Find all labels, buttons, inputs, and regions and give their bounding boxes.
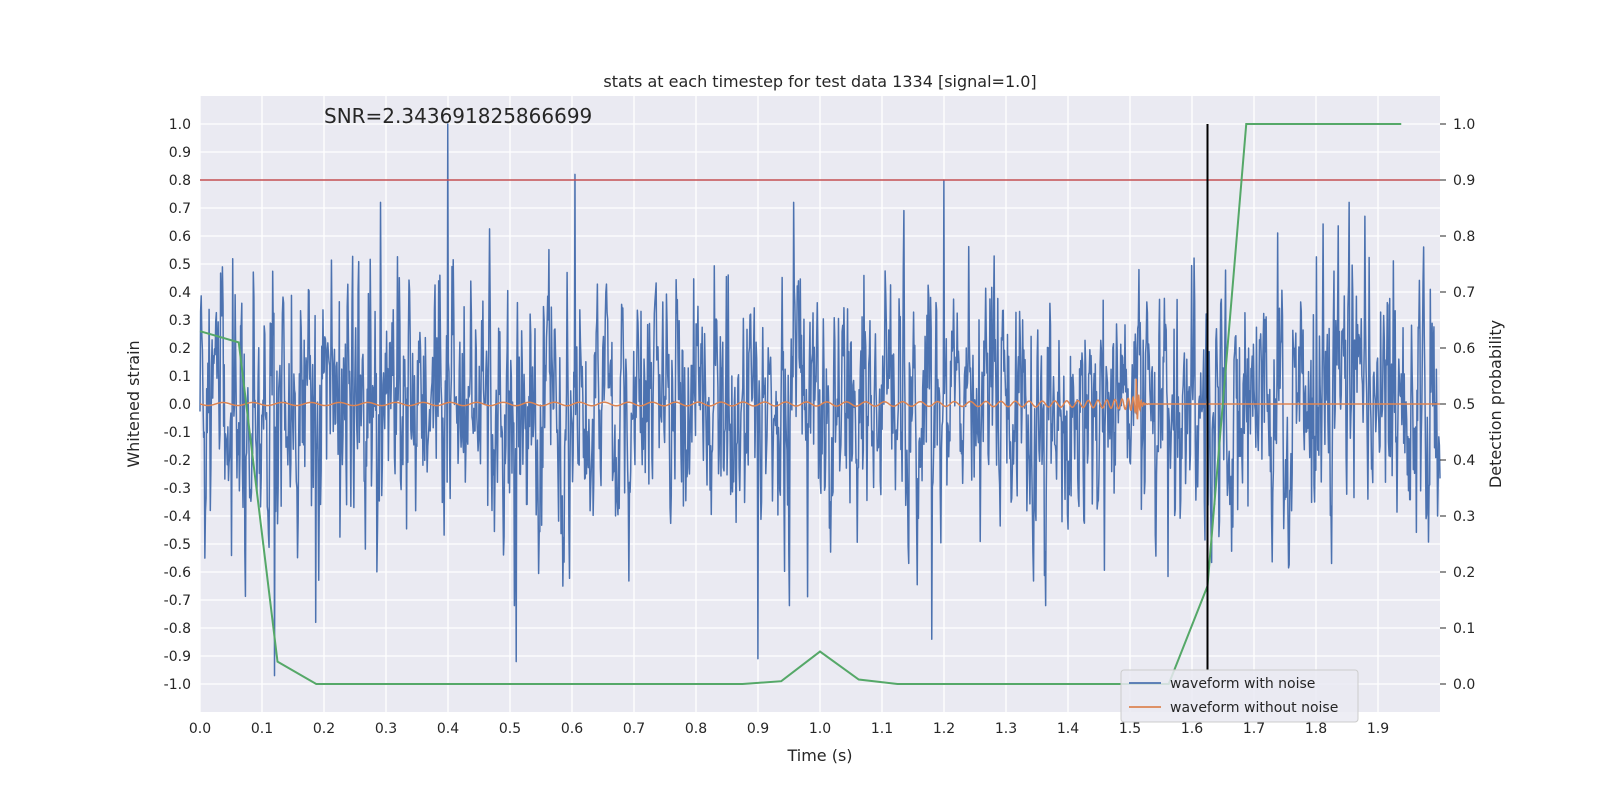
y-axis-label: Whitened strain: [124, 340, 143, 467]
y-tick-label: 0.1: [169, 369, 191, 385]
y-tick-label: -0.6: [164, 565, 191, 581]
y2-tick-label: 0.8: [1453, 229, 1475, 245]
x-tick-label: 1.3: [995, 721, 1017, 737]
y2-tick-label: 0.9: [1453, 173, 1475, 189]
legend: waveform with noise waveform without noi…: [1120, 669, 1359, 723]
y-tick-label: -0.4: [164, 509, 191, 525]
legend-label-clean: waveform without noise: [1170, 700, 1338, 716]
legend-label-noisy: waveform with noise: [1170, 676, 1315, 692]
x-axis-label: Time (s): [786, 746, 852, 765]
y2-tick-label: 0.2: [1453, 565, 1475, 581]
x-tick-label: 1.9: [1367, 721, 1389, 737]
y-tick-label: 0.2: [169, 341, 191, 357]
legend-box: [1120, 669, 1359, 723]
y2-tick-label: 0.0: [1453, 677, 1475, 693]
x-tick-label: 0.2: [313, 721, 335, 737]
x-tick-label: 0.3: [375, 721, 397, 737]
ticks: 0.0 0.1 0.2 0.3 0.4 0.5 0.6 0.7 0.8 0.9 1.0 1.1 1.2 1…: [164, 117, 1476, 737]
y-tick-label: -1.0: [164, 677, 191, 693]
x-tick-label: 0.5: [499, 721, 521, 737]
y-tick-label: -0.8: [164, 621, 191, 637]
y2-tick-label: 0.3: [1453, 509, 1475, 525]
series-waveform-without-noise: [199, 378, 1440, 420]
x-tick-label: 1.7: [1243, 721, 1265, 737]
x-tick-label: 0.8: [685, 721, 707, 737]
y-tick-label: -0.3: [164, 481, 191, 497]
series-waveform-with-noise: [199, 123, 1441, 677]
series-layer: [199, 123, 1441, 685]
x-tick-label: 1.0: [809, 721, 831, 737]
x-tick-label: 0.7: [623, 721, 645, 737]
x-tick-label: 0.6: [561, 721, 583, 737]
x-tick-label: 1.2: [933, 721, 955, 737]
y-tick-label: -0.9: [164, 649, 191, 665]
y-tick-label: 0.0: [169, 397, 191, 413]
y-tick-label: 0.7: [169, 201, 191, 217]
y2-tick-label: 0.5: [1453, 397, 1475, 413]
x-tick-label: 0.9: [747, 721, 769, 737]
y2-tick-label: 0.1: [1453, 621, 1475, 637]
y-tick-label: -0.1: [164, 425, 191, 441]
y-tick-label: 0.5: [169, 257, 191, 273]
chart-title: stats at each timestep for test data 133…: [603, 72, 1036, 91]
y-tick-label: 0.9: [169, 145, 191, 161]
x-tick-label: 0.1: [251, 721, 273, 737]
x-tick-label: 0.4: [437, 721, 459, 737]
y2-tick-label: 1.0: [1453, 117, 1475, 133]
x-tick-label: 1.8: [1305, 721, 1327, 737]
x-tick-label: 1.5: [1119, 721, 1141, 737]
y2-tick-label: 0.6: [1453, 341, 1475, 357]
y2-tick-label: 0.4: [1453, 453, 1475, 469]
x-tick-label: 1.6: [1181, 721, 1203, 737]
y-tick-label: 0.8: [169, 173, 191, 189]
y-tick-label: -0.2: [164, 453, 191, 469]
y-tick-label: -0.7: [164, 593, 191, 609]
y-tick-label: 0.6: [169, 229, 191, 245]
x-tick-label: 1.1: [871, 721, 893, 737]
y-tick-label: 0.4: [169, 285, 191, 301]
y2-tick-label: 0.7: [1453, 285, 1475, 301]
snr-annotation: SNR=2.343691825866699: [324, 104, 592, 128]
y-tick-label: 0.3: [169, 313, 191, 329]
x-tick-label: 0.0: [189, 721, 211, 737]
y2-axis-label: Detection probability: [1486, 320, 1505, 488]
series-detection-probability: [199, 123, 1402, 685]
y-tick-label: 1.0: [169, 117, 191, 133]
y-tick-label: -0.5: [164, 537, 191, 553]
x-tick-label: 1.4: [1057, 721, 1079, 737]
